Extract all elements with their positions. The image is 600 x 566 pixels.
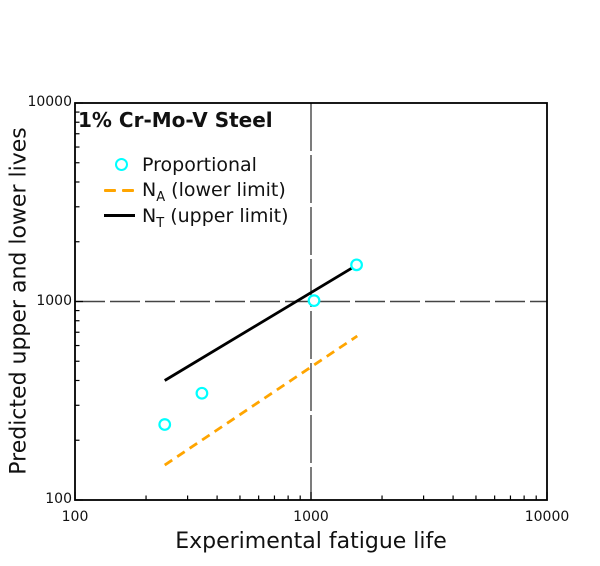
legend-item-lower-limit: NA (lower limit) — [104, 178, 289, 204]
data-point — [195, 386, 209, 400]
legend-item-upper-limit: NT (upper limit) — [104, 203, 289, 231]
upper-limit-line-icon — [104, 214, 135, 218]
x-tick-label: 1000 — [293, 509, 329, 525]
proportional-marker-icon — [114, 158, 128, 172]
legend-swatch — [104, 214, 138, 218]
legend-swatch — [104, 158, 138, 172]
x-tick-label: 100 — [61, 509, 89, 525]
plot-title: 1% Cr-Mo-V Steel — [78, 108, 273, 132]
legend-swatch — [104, 188, 138, 192]
legend: Proportional NA (lower limit) NT (upper … — [104, 152, 289, 231]
legend-label: NT (upper limit) — [142, 204, 289, 231]
legend-item-proportional: Proportional — [104, 152, 289, 178]
y-tick-label: 10000 — [27, 94, 72, 110]
legend-label: Proportional — [142, 153, 257, 176]
legend-label: NA (lower limit) — [142, 179, 286, 206]
data-point — [307, 294, 321, 308]
lower-limit-line — [163, 334, 359, 467]
x-axis-title: Experimental fatigue life — [175, 529, 447, 554]
upper-limit-line — [164, 262, 360, 382]
data-point — [350, 258, 363, 272]
data-point — [158, 418, 172, 431]
y-tick-label: 1000 — [36, 292, 72, 309]
x-tick-label: 10000 — [524, 509, 570, 525]
lower-limit-dash-icon — [104, 188, 134, 192]
y-tick-label: 100 — [45, 491, 72, 507]
